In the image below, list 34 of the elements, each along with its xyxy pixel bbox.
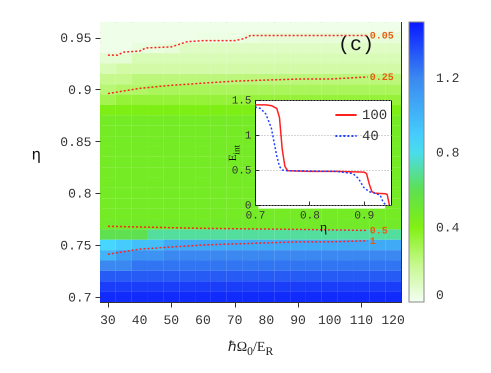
series-label: 0.05 [370, 31, 394, 42]
x-tick-label: 100 [318, 313, 342, 328]
x-tick-label: 70 [226, 313, 242, 328]
x-tick-label: 0.9 [354, 210, 374, 222]
color-bar-label: 0.4 [436, 220, 460, 236]
y-tick-label: 1.5 [232, 96, 252, 108]
x-tick-label: 30 [100, 313, 116, 328]
color-bar-label: 1.2 [436, 71, 460, 86]
legend-label: 40 [362, 129, 379, 145]
y-tick-label: 0.7 [68, 290, 92, 306]
series-label: 0.25 [370, 72, 394, 84]
x-tick-label: 60 [195, 313, 211, 328]
y-tick-label: 1 [244, 130, 252, 142]
x-tick-label: 110 [350, 313, 374, 328]
y-tick-label: 0.8 [68, 186, 92, 202]
color-bar-label: 0.8 [436, 146, 460, 161]
series-label: 1 [370, 236, 376, 248]
x-tick-label: 80 [258, 313, 274, 328]
y-tick-label: 0.9 [68, 82, 92, 98]
series-label: 0.5 [370, 226, 388, 238]
y-axis-title: η [31, 146, 42, 164]
y-tick-label: 0.5 [232, 166, 252, 178]
x-tick-label: 40 [132, 313, 148, 328]
x-axis-title: ℏΩ$_{0}$/E$_{R}$ [226, 339, 274, 358]
x-tick-label: 50 [163, 313, 180, 328]
y-tick-label: 0 [244, 200, 252, 212]
x-tick-label: 90 [290, 313, 306, 328]
y-tick-label: 0.95 [60, 31, 92, 46]
y-tick-label: 0.75 [60, 238, 92, 254]
x-tick-label: 0.8 [300, 210, 320, 222]
color-bar-label: 0 [436, 288, 444, 303]
y-tick-label: 0.85 [60, 134, 92, 150]
x-tick-label: 120 [381, 313, 405, 328]
legend-label: 100 [362, 108, 388, 124]
